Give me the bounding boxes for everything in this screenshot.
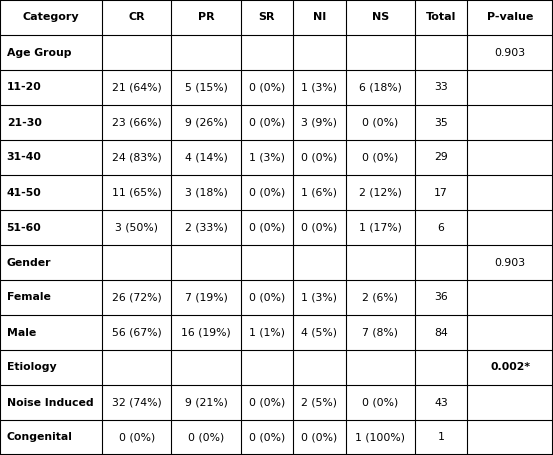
Text: 2 (33%): 2 (33%)	[185, 222, 227, 233]
Text: 23 (66%): 23 (66%)	[112, 117, 161, 127]
Text: 1 (1%): 1 (1%)	[249, 328, 285, 338]
Text: 3 (50%): 3 (50%)	[116, 222, 158, 233]
Text: 0.903: 0.903	[494, 47, 526, 57]
Text: 6 (18%): 6 (18%)	[359, 82, 401, 92]
Text: 21 (64%): 21 (64%)	[112, 82, 161, 92]
Text: Etiology: Etiology	[7, 363, 56, 373]
Text: 41-50: 41-50	[7, 187, 41, 197]
Text: 33: 33	[434, 82, 448, 92]
Text: 0 (0%): 0 (0%)	[188, 433, 224, 443]
Text: 29: 29	[434, 152, 448, 162]
Text: 2 (5%): 2 (5%)	[301, 398, 337, 408]
Text: 84: 84	[434, 328, 448, 338]
Text: 4 (5%): 4 (5%)	[301, 328, 337, 338]
Text: NI: NI	[313, 12, 326, 22]
Text: 0.002*: 0.002*	[490, 363, 530, 373]
Text: 21-30: 21-30	[7, 117, 41, 127]
Text: NS: NS	[372, 12, 389, 22]
Text: 11 (65%): 11 (65%)	[112, 187, 161, 197]
Text: 0 (0%): 0 (0%)	[249, 187, 285, 197]
Text: 0.903: 0.903	[494, 258, 526, 268]
Text: P-value: P-value	[487, 12, 533, 22]
Text: 24 (83%): 24 (83%)	[112, 152, 161, 162]
Text: 0 (0%): 0 (0%)	[249, 82, 285, 92]
Text: 0 (0%): 0 (0%)	[301, 433, 337, 443]
Text: Noise Induced: Noise Induced	[7, 398, 93, 408]
Text: 56 (67%): 56 (67%)	[112, 328, 161, 338]
Text: 7 (8%): 7 (8%)	[362, 328, 398, 338]
Text: 0 (0%): 0 (0%)	[249, 433, 285, 443]
Text: 0 (0%): 0 (0%)	[249, 222, 285, 233]
Text: 17: 17	[434, 187, 448, 197]
Text: 5 (15%): 5 (15%)	[185, 82, 227, 92]
Text: CR: CR	[128, 12, 145, 22]
Text: 9 (26%): 9 (26%)	[185, 117, 227, 127]
Text: 0 (0%): 0 (0%)	[301, 222, 337, 233]
Text: 51-60: 51-60	[7, 222, 41, 233]
Text: 36: 36	[434, 293, 448, 303]
Text: Female: Female	[7, 293, 50, 303]
Text: 32 (74%): 32 (74%)	[112, 398, 161, 408]
Text: 16 (19%): 16 (19%)	[181, 328, 231, 338]
Text: 1 (6%): 1 (6%)	[301, 187, 337, 197]
Text: 1: 1	[437, 433, 445, 443]
Text: 0 (0%): 0 (0%)	[362, 152, 398, 162]
Text: 4 (14%): 4 (14%)	[185, 152, 227, 162]
Text: 1 (3%): 1 (3%)	[249, 152, 285, 162]
Text: Male: Male	[7, 328, 36, 338]
Text: 0 (0%): 0 (0%)	[249, 293, 285, 303]
Text: 2 (6%): 2 (6%)	[362, 293, 398, 303]
Text: Gender: Gender	[7, 258, 51, 268]
Text: 0 (0%): 0 (0%)	[362, 398, 398, 408]
Text: 3 (9%): 3 (9%)	[301, 117, 337, 127]
Text: 0 (0%): 0 (0%)	[362, 117, 398, 127]
Text: 9 (21%): 9 (21%)	[185, 398, 227, 408]
Text: 0 (0%): 0 (0%)	[301, 152, 337, 162]
Text: 6: 6	[437, 222, 445, 233]
Text: 0 (0%): 0 (0%)	[249, 398, 285, 408]
Text: 7 (19%): 7 (19%)	[185, 293, 227, 303]
Text: 0 (0%): 0 (0%)	[249, 117, 285, 127]
Text: 1 (100%): 1 (100%)	[355, 433, 405, 443]
Text: SR: SR	[259, 12, 275, 22]
Text: 1 (3%): 1 (3%)	[301, 82, 337, 92]
Text: PR: PR	[197, 12, 215, 22]
Text: 35: 35	[434, 117, 448, 127]
Text: 2 (12%): 2 (12%)	[359, 187, 401, 197]
Text: 1 (3%): 1 (3%)	[301, 293, 337, 303]
Text: Age Group: Age Group	[7, 47, 71, 57]
Text: Congenital: Congenital	[7, 433, 72, 443]
Text: 1 (17%): 1 (17%)	[359, 222, 401, 233]
Text: 0 (0%): 0 (0%)	[119, 433, 155, 443]
Text: Total: Total	[426, 12, 456, 22]
Text: 26 (72%): 26 (72%)	[112, 293, 161, 303]
Text: Category: Category	[23, 12, 80, 22]
Text: 43: 43	[434, 398, 448, 408]
Text: 31-40: 31-40	[7, 152, 41, 162]
Text: 3 (18%): 3 (18%)	[185, 187, 227, 197]
Text: 11-20: 11-20	[7, 82, 41, 92]
